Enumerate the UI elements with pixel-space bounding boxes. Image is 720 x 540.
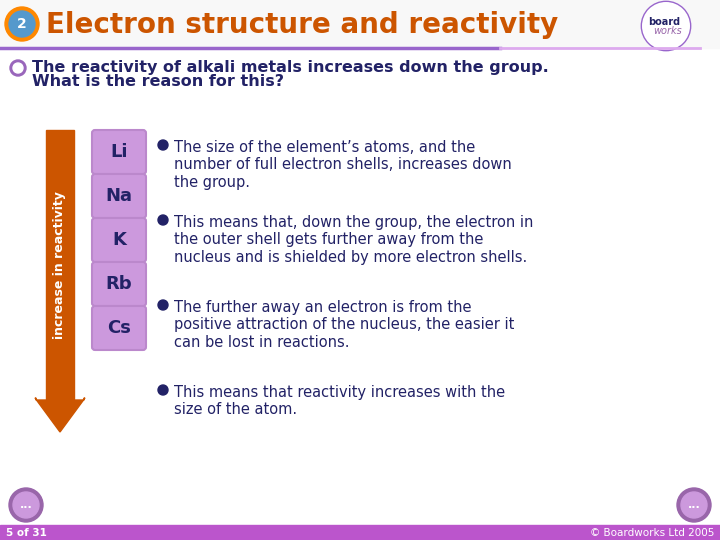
Text: K: K bbox=[112, 231, 126, 249]
Text: works: works bbox=[654, 26, 683, 36]
Bar bbox=[46, 130, 74, 400]
Text: The further away an electron is from the
positive attraction of the nucleus, the: The further away an electron is from the… bbox=[174, 300, 514, 350]
Text: The reactivity of alkali metals increases down the group.: The reactivity of alkali metals increase… bbox=[32, 60, 549, 75]
Circle shape bbox=[13, 492, 39, 518]
FancyBboxPatch shape bbox=[92, 130, 146, 174]
Text: increase in reactivity: increase in reactivity bbox=[53, 191, 66, 339]
FancyBboxPatch shape bbox=[92, 306, 146, 350]
Text: 2: 2 bbox=[17, 17, 27, 31]
Text: Cs: Cs bbox=[107, 319, 131, 337]
Text: Na: Na bbox=[106, 187, 132, 205]
Text: Rb: Rb bbox=[106, 275, 132, 293]
FancyBboxPatch shape bbox=[92, 174, 146, 218]
Text: ...: ... bbox=[688, 500, 701, 510]
Text: What is the reason for this?: What is the reason for this? bbox=[32, 74, 284, 89]
Text: ...: ... bbox=[19, 500, 32, 510]
Circle shape bbox=[10, 60, 26, 76]
Circle shape bbox=[158, 215, 168, 225]
Bar bbox=[0, 0, 720, 48]
FancyBboxPatch shape bbox=[92, 262, 146, 306]
Text: Electron structure and reactivity: Electron structure and reactivity bbox=[46, 11, 558, 39]
Text: board: board bbox=[648, 17, 680, 27]
Text: Li: Li bbox=[110, 143, 127, 161]
Text: © Boardworks Ltd 2005: © Boardworks Ltd 2005 bbox=[590, 528, 714, 537]
Bar bbox=[0, 525, 720, 540]
Text: 5 of 31: 5 of 31 bbox=[6, 528, 47, 537]
Circle shape bbox=[158, 300, 168, 310]
FancyArrow shape bbox=[35, 398, 85, 432]
FancyBboxPatch shape bbox=[92, 218, 146, 262]
Circle shape bbox=[158, 385, 168, 395]
Circle shape bbox=[158, 140, 168, 150]
Circle shape bbox=[13, 63, 23, 73]
Circle shape bbox=[681, 492, 707, 518]
Circle shape bbox=[642, 2, 690, 50]
Text: The size of the element’s atoms, and the
number of full electron shells, increas: The size of the element’s atoms, and the… bbox=[174, 140, 512, 190]
Circle shape bbox=[5, 7, 39, 41]
Circle shape bbox=[9, 488, 43, 522]
Circle shape bbox=[677, 488, 711, 522]
Text: This means that reactivity increases with the
size of the atom.: This means that reactivity increases wit… bbox=[174, 385, 505, 417]
Text: This means that, down the group, the electron in
the outer shell gets further aw: This means that, down the group, the ele… bbox=[174, 215, 534, 265]
Circle shape bbox=[9, 11, 35, 37]
